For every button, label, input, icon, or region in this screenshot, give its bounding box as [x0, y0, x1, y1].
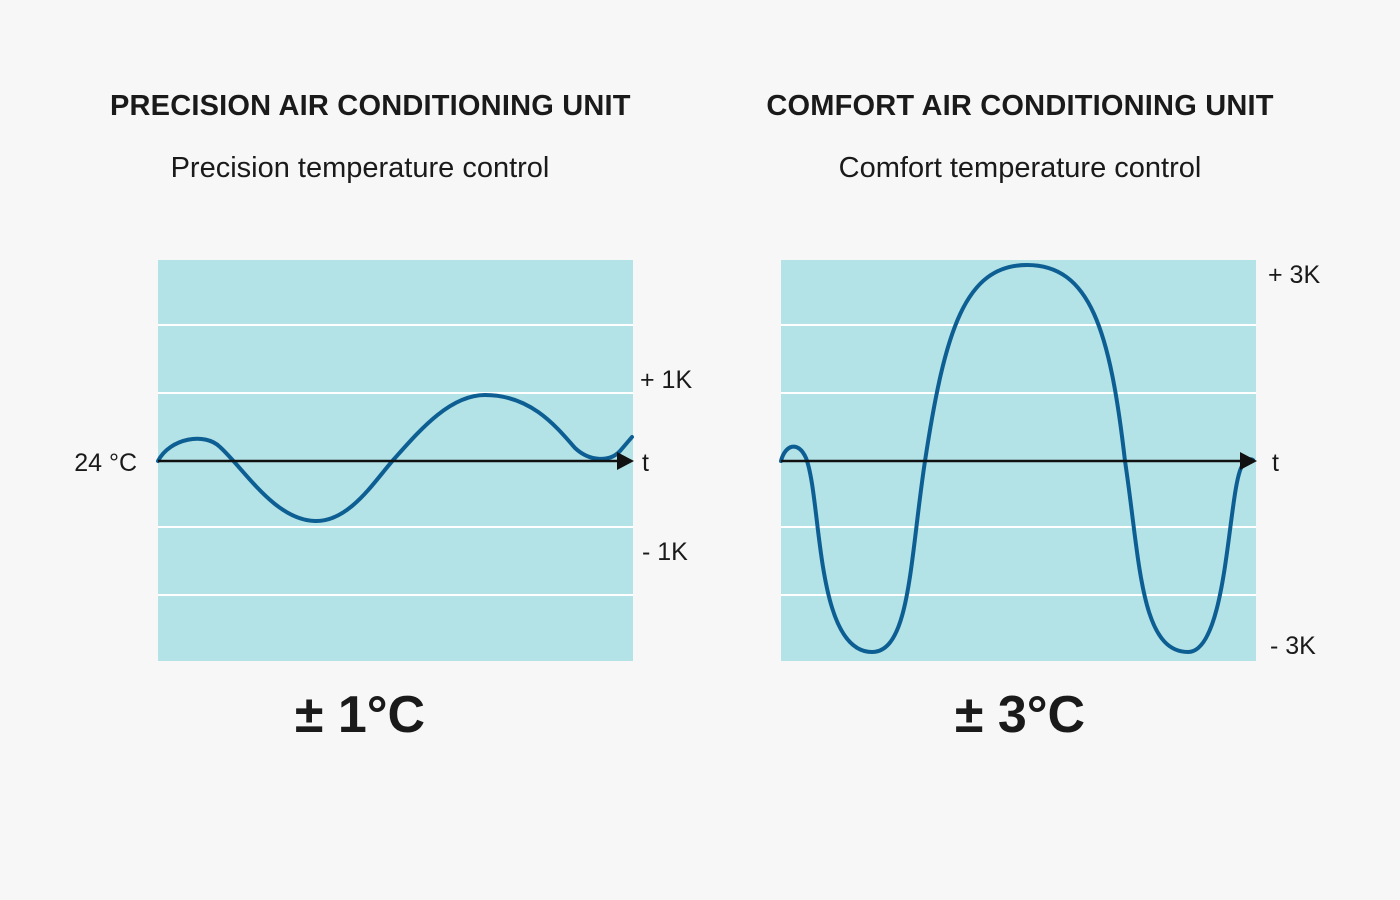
precision-lower-label: - 1K [642, 538, 688, 566]
comfort-lower-label: - 3K [1270, 632, 1316, 660]
precision-time-label: t [642, 449, 649, 477]
precision-tolerance-value: ± 1°C [294, 686, 426, 744]
comfort-upper-label: + 3K [1268, 261, 1320, 289]
baseline-temperature-label: 24 °C [74, 449, 137, 477]
precision-unit-subtitle: Precision temperature control [170, 152, 550, 184]
precision-time-arrow-icon [617, 452, 634, 470]
comfort-tolerance-value: ± 3°C [954, 686, 1086, 744]
comfort-unit-title: COMFORT AIR CONDITIONING UNIT [766, 90, 1274, 122]
precision-upper-label: + 1K [640, 366, 692, 394]
comfort-time-arrow-icon [1240, 452, 1257, 470]
precision-diagram: + 1K - 1K t 24 °C [74, 260, 692, 661]
comfort-unit-subtitle: Comfort temperature control [838, 152, 1202, 184]
precision-unit-title: PRECISION AIR CONDITIONING UNIT [110, 90, 631, 122]
precision-temperature-curve [156, 392, 634, 524]
comfort-temperature-curve [779, 262, 1255, 655]
comfort-time-label: t [1272, 449, 1279, 477]
comfort-diagram: + 3K - 3K t [779, 260, 1320, 661]
